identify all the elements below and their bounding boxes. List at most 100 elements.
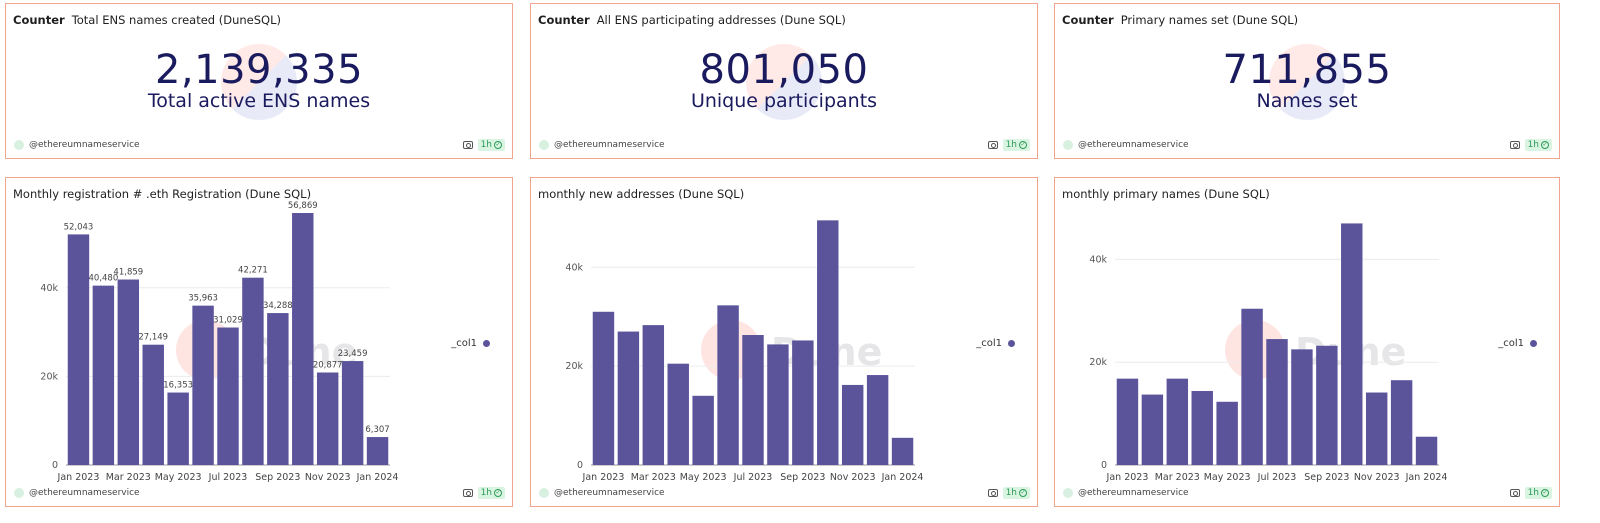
counter-panel-total-names: Counter Total ENS names created (DuneSQL)… xyxy=(5,3,513,159)
data-label: 31,029 xyxy=(213,316,243,326)
dune-watermark-logo xyxy=(746,44,822,120)
camera-icon[interactable] xyxy=(462,141,473,149)
x-tick-label: Nov 2023 xyxy=(305,472,351,483)
camera-icon[interactable] xyxy=(1509,141,1520,149)
x-tick-label: May 2023 xyxy=(155,472,202,483)
data-label: 6,307 xyxy=(365,425,389,435)
author-link[interactable]: @ethereumnameservice xyxy=(1063,488,1189,498)
bar xyxy=(717,305,739,465)
panel-title: monthly new addresses (Dune SQL) xyxy=(538,187,745,201)
avatar xyxy=(539,140,549,150)
avatar xyxy=(14,488,24,498)
author-link[interactable]: @ethereumnameservice xyxy=(1063,140,1189,150)
bar xyxy=(1341,223,1363,465)
x-tick-label: Sep 2023 xyxy=(255,472,300,483)
check-circle-icon: ✓ xyxy=(1019,489,1027,497)
x-tick-label: Sep 2023 xyxy=(780,472,825,483)
y-tick-label: 0 xyxy=(1101,460,1107,471)
camera-icon[interactable] xyxy=(987,489,998,497)
bar xyxy=(1365,392,1388,465)
bar xyxy=(217,327,239,465)
x-tick-label: Mar 2023 xyxy=(631,472,676,483)
bar xyxy=(192,305,214,465)
refresh-badge[interactable]: 1h ✓ xyxy=(1524,139,1552,151)
author-link[interactable]: @ethereumnameservice xyxy=(14,140,140,150)
camera-icon[interactable] xyxy=(1509,489,1520,497)
x-tick-label: Nov 2023 xyxy=(1354,472,1400,483)
avatar xyxy=(1063,488,1073,498)
bar xyxy=(92,285,115,465)
data-label: 16,353 xyxy=(163,381,193,391)
counter-panel-participants: Counter All ENS participating addresses (… xyxy=(530,3,1038,159)
bar xyxy=(1241,308,1263,465)
bar xyxy=(742,335,764,465)
x-tick-label: Mar 2023 xyxy=(1155,472,1200,483)
x-tick-label: Jul 2023 xyxy=(1257,472,1297,483)
data-label: 41,859 xyxy=(113,268,143,278)
check-circle-icon: ✓ xyxy=(494,141,502,149)
chart-legend[interactable]: _col1 xyxy=(451,338,490,349)
chart-panel-primary-names: monthly primary names (Dune SQL) Dune020… xyxy=(1054,177,1560,507)
chart-legend[interactable]: _col1 xyxy=(976,338,1015,349)
author-link[interactable]: @ethereumnameservice xyxy=(539,488,665,498)
x-tick-label: Jan 2023 xyxy=(57,472,100,483)
bar xyxy=(617,331,640,465)
x-tick-label: Jul 2023 xyxy=(733,472,773,483)
data-label: 20,877 xyxy=(313,360,343,370)
y-tick-label: 20k xyxy=(40,371,58,382)
bar xyxy=(866,375,889,465)
dune-watermark-logo xyxy=(1269,44,1345,120)
dune-watermark-logo xyxy=(221,44,297,120)
data-label: 40,480 xyxy=(89,274,119,284)
avatar xyxy=(14,140,24,150)
data-label: 34,288 xyxy=(263,301,293,311)
author-link[interactable]: @ethereumnameservice xyxy=(539,140,665,150)
chart-panel-new-addresses: monthly new addresses (Dune SQL) Dune020… xyxy=(530,177,1038,507)
x-tick-label: May 2023 xyxy=(680,472,727,483)
bar xyxy=(1166,378,1189,465)
bar xyxy=(341,361,364,465)
bar xyxy=(817,220,839,465)
bar xyxy=(366,437,389,465)
bar-chart: Dune020k40k52,04340,48041,85927,14916,35… xyxy=(40,201,398,483)
chart-panel-registrations: Monthly registration # .eth Registration… xyxy=(5,177,513,507)
author-link[interactable]: @ethereumnameservice xyxy=(14,488,140,498)
bar xyxy=(667,363,689,465)
x-tick-label: Jan 2024 xyxy=(881,472,924,483)
bar xyxy=(692,395,714,465)
x-tick-label: Jan 2024 xyxy=(1405,472,1448,483)
refresh-badge[interactable]: 1h ✓ xyxy=(1002,487,1030,499)
legend-dot xyxy=(1008,340,1015,347)
chart-legend[interactable]: _col1 xyxy=(1498,338,1537,349)
avatar xyxy=(539,488,549,498)
check-circle-icon: ✓ xyxy=(494,489,502,497)
panel-title: Counter All ENS participating addresses (… xyxy=(538,13,846,27)
bar xyxy=(891,437,914,465)
bar xyxy=(167,392,189,465)
x-tick-label: Mar 2023 xyxy=(106,472,151,483)
refresh-badge[interactable]: 1h ✓ xyxy=(1524,487,1552,499)
bar xyxy=(1216,401,1238,465)
counter-label: Unique participants xyxy=(690,90,878,112)
y-tick-label: 40k xyxy=(565,262,583,273)
panel-title: monthly primary names (Dune SQL) xyxy=(1062,187,1270,201)
y-tick-label: 20k xyxy=(1089,357,1107,368)
bar xyxy=(1116,378,1139,465)
y-tick-label: 20k xyxy=(565,361,583,372)
bar xyxy=(1291,349,1313,465)
camera-icon[interactable] xyxy=(462,489,473,497)
counter-value: 711,855 xyxy=(1222,47,1392,93)
data-label: 56,869 xyxy=(288,201,318,211)
bar xyxy=(292,213,314,465)
bar xyxy=(242,277,264,465)
bar xyxy=(267,313,289,465)
bar xyxy=(1390,380,1413,465)
data-label: 27,149 xyxy=(138,333,168,343)
camera-icon[interactable] xyxy=(987,141,998,149)
refresh-badge[interactable]: 1h ✓ xyxy=(1002,139,1030,151)
refresh-badge[interactable]: 1h ✓ xyxy=(477,487,505,499)
refresh-badge[interactable]: 1h ✓ xyxy=(477,139,505,151)
panel-title: Counter Total ENS names created (DuneSQL) xyxy=(13,13,281,27)
